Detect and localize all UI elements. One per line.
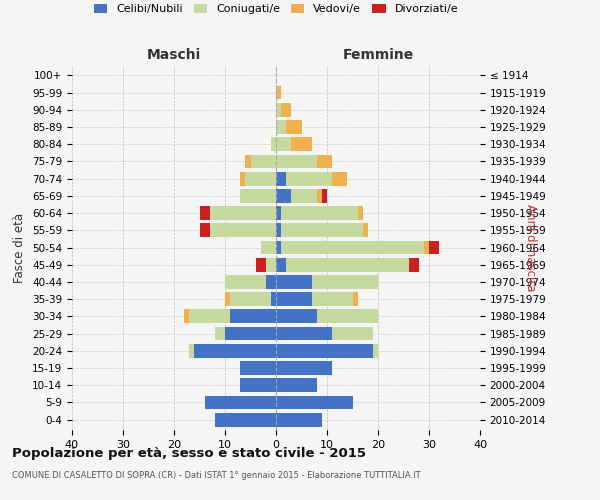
Bar — [215, 326, 225, 340]
Bar — [266, 258, 276, 272]
Bar — [240, 361, 276, 375]
Text: Maschi: Maschi — [147, 48, 201, 62]
Bar — [205, 396, 276, 409]
Bar — [215, 413, 276, 426]
Bar — [276, 103, 281, 117]
Bar — [276, 189, 292, 202]
Bar — [358, 206, 363, 220]
Bar — [240, 172, 245, 185]
Y-axis label: Anni di nascita: Anni di nascita — [524, 204, 537, 291]
Bar — [276, 154, 317, 168]
Bar — [292, 138, 312, 151]
Bar — [276, 292, 312, 306]
Bar — [276, 258, 286, 272]
Bar — [276, 206, 281, 220]
Bar — [276, 344, 373, 358]
Legend: Celibi/Nubili, Coniugati/e, Vedovi/e, Divorziati/e: Celibi/Nubili, Coniugati/e, Vedovi/e, Di… — [89, 0, 463, 18]
Bar — [281, 224, 363, 237]
Bar — [276, 86, 281, 100]
Bar — [256, 258, 266, 272]
Bar — [240, 189, 276, 202]
Bar — [286, 120, 302, 134]
Bar — [312, 292, 353, 306]
Bar — [276, 138, 292, 151]
Bar — [190, 344, 194, 358]
Bar — [322, 189, 327, 202]
Bar — [225, 292, 230, 306]
Bar — [276, 326, 332, 340]
Bar — [373, 344, 378, 358]
Bar — [210, 224, 276, 237]
Text: COMUNE DI CASALETTO DI SOPRA (CR) - Dati ISTAT 1° gennaio 2015 - Elaborazione TU: COMUNE DI CASALETTO DI SOPRA (CR) - Dati… — [12, 470, 421, 480]
Y-axis label: Fasce di età: Fasce di età — [13, 212, 26, 282]
Bar — [251, 154, 276, 168]
Bar — [286, 258, 409, 272]
Bar — [245, 154, 251, 168]
Bar — [276, 361, 332, 375]
Bar — [424, 240, 429, 254]
Bar — [286, 172, 332, 185]
Bar — [276, 275, 312, 289]
Bar — [230, 292, 271, 306]
Bar — [190, 310, 230, 324]
Bar — [225, 275, 266, 289]
Bar — [353, 292, 358, 306]
Bar — [199, 206, 210, 220]
Bar — [184, 310, 190, 324]
Bar — [362, 224, 368, 237]
Bar — [225, 326, 276, 340]
Bar — [245, 172, 276, 185]
Text: Popolazione per età, sesso e stato civile - 2015: Popolazione per età, sesso e stato civil… — [12, 448, 366, 460]
Bar — [266, 275, 276, 289]
Bar — [281, 103, 292, 117]
Bar — [276, 224, 281, 237]
Bar — [317, 189, 322, 202]
Bar — [271, 138, 276, 151]
Bar — [240, 378, 276, 392]
Bar — [276, 240, 281, 254]
Bar — [317, 154, 332, 168]
Bar — [332, 326, 373, 340]
Bar — [292, 189, 317, 202]
Bar — [210, 206, 276, 220]
Bar — [281, 240, 424, 254]
Bar — [312, 275, 378, 289]
Text: Femmine: Femmine — [343, 48, 413, 62]
Bar — [276, 172, 286, 185]
Bar — [332, 172, 347, 185]
Bar — [260, 240, 276, 254]
Bar — [429, 240, 439, 254]
Bar — [276, 413, 322, 426]
Bar — [276, 120, 286, 134]
Bar — [317, 310, 378, 324]
Bar — [276, 396, 353, 409]
Bar — [194, 344, 276, 358]
Bar — [230, 310, 276, 324]
Bar — [276, 310, 317, 324]
Bar — [271, 292, 276, 306]
Bar — [276, 378, 317, 392]
Bar — [281, 206, 358, 220]
Bar — [199, 224, 210, 237]
Bar — [409, 258, 419, 272]
